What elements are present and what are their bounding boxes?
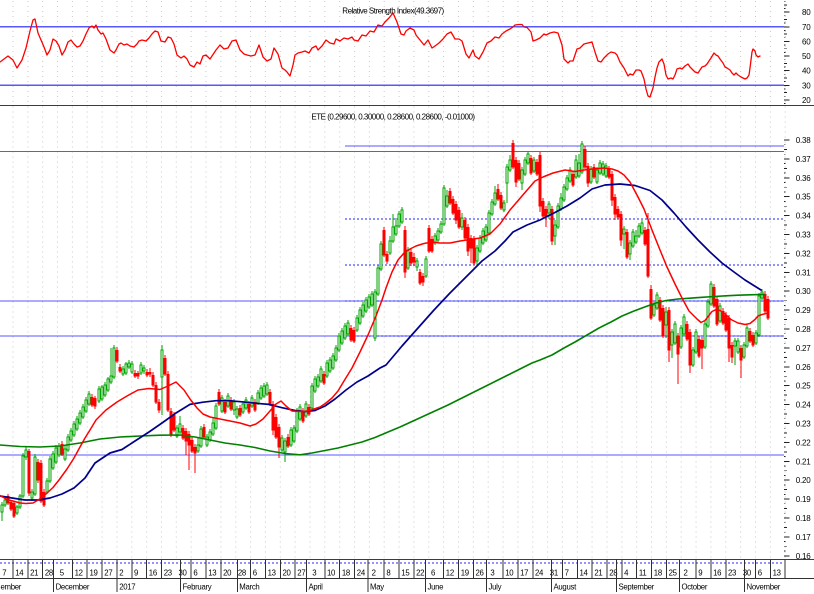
svg-text:0.23: 0.23 <box>796 420 812 429</box>
svg-text:9: 9 <box>698 569 702 578</box>
svg-text:50: 50 <box>802 52 811 61</box>
svg-text:28: 28 <box>45 569 53 578</box>
svg-text:0.27: 0.27 <box>796 344 812 353</box>
svg-text:21: 21 <box>30 569 38 578</box>
svg-text:April: April <box>309 583 324 592</box>
svg-text:11: 11 <box>639 569 647 578</box>
svg-text:4: 4 <box>624 569 629 578</box>
svg-text:2: 2 <box>372 569 376 578</box>
svg-text:13: 13 <box>208 569 216 578</box>
svg-text:0.32: 0.32 <box>796 249 812 258</box>
svg-text:8: 8 <box>386 569 390 578</box>
svg-text:23: 23 <box>164 569 172 578</box>
svg-text:0.16: 0.16 <box>796 552 812 561</box>
svg-text:0.24: 0.24 <box>796 401 812 410</box>
svg-text:16: 16 <box>713 569 721 578</box>
svg-text:0.36: 0.36 <box>796 174 812 183</box>
svg-text:18: 18 <box>654 569 662 578</box>
svg-text:0.29: 0.29 <box>796 306 812 315</box>
svg-text:3: 3 <box>312 569 316 578</box>
svg-text:10: 10 <box>327 569 336 578</box>
svg-text:6: 6 <box>193 569 197 578</box>
svg-text:6: 6 <box>758 569 762 578</box>
svg-text:7: 7 <box>565 569 569 578</box>
svg-text:ember: ember <box>1 583 22 592</box>
svg-text:0.33: 0.33 <box>796 231 812 240</box>
svg-text:26: 26 <box>476 569 484 578</box>
svg-text:0.17: 0.17 <box>796 533 812 542</box>
svg-text:12: 12 <box>446 569 454 578</box>
svg-text:10: 10 <box>505 569 514 578</box>
svg-text:30: 30 <box>802 81 811 90</box>
svg-text:June: June <box>428 583 444 592</box>
svg-text:12: 12 <box>75 569 83 578</box>
svg-text:20: 20 <box>223 569 232 578</box>
svg-text:0.28: 0.28 <box>796 325 812 334</box>
svg-text:2: 2 <box>119 569 123 578</box>
svg-text:13: 13 <box>268 569 276 578</box>
svg-text:14: 14 <box>580 569 589 578</box>
svg-text:20: 20 <box>283 569 292 578</box>
svg-text:13: 13 <box>773 569 781 578</box>
svg-text:30: 30 <box>179 569 188 578</box>
svg-text:3: 3 <box>490 569 494 578</box>
svg-text:31: 31 <box>550 569 558 578</box>
svg-text:0.35: 0.35 <box>796 193 812 202</box>
svg-text:Relative Strength Index(49.369: Relative Strength Index(49.3697) <box>342 7 444 16</box>
svg-text:0.21: 0.21 <box>796 457 812 466</box>
svg-text:October: October <box>682 583 708 592</box>
svg-text:0.22: 0.22 <box>796 438 812 447</box>
svg-text:28: 28 <box>238 569 246 578</box>
svg-text:19: 19 <box>461 569 469 578</box>
svg-text:ETE (0.29600, 0.30000, 0.28600: ETE (0.29600, 0.30000, 0.28600, 0.28600,… <box>311 113 475 122</box>
svg-text:70: 70 <box>802 23 811 32</box>
svg-text:0.38: 0.38 <box>796 136 812 145</box>
svg-text:February: February <box>183 583 212 592</box>
svg-text:2: 2 <box>684 569 688 578</box>
svg-text:15: 15 <box>401 569 410 578</box>
svg-text:60: 60 <box>802 37 811 46</box>
svg-text:40: 40 <box>802 67 811 76</box>
svg-text:0.19: 0.19 <box>796 495 812 504</box>
svg-text:0.34: 0.34 <box>796 212 812 221</box>
svg-text:14: 14 <box>15 569 24 578</box>
svg-text:0.31: 0.31 <box>796 268 812 277</box>
svg-text:20: 20 <box>802 96 811 105</box>
svg-text:December: December <box>56 583 90 592</box>
svg-text:0.37: 0.37 <box>796 155 812 164</box>
svg-text:May: May <box>370 583 384 592</box>
svg-text:17: 17 <box>520 569 528 578</box>
svg-text:July: July <box>489 583 502 592</box>
svg-text:27: 27 <box>104 569 112 578</box>
svg-text:0.25: 0.25 <box>796 382 812 391</box>
svg-text:0.30: 0.30 <box>796 287 812 296</box>
svg-text:0.20: 0.20 <box>796 476 812 485</box>
svg-text:24: 24 <box>535 569 544 578</box>
svg-text:7: 7 <box>2 569 6 578</box>
svg-text:November: November <box>747 583 781 592</box>
svg-text:2017: 2017 <box>119 583 135 592</box>
svg-text:16: 16 <box>149 569 157 578</box>
svg-text:27: 27 <box>297 569 305 578</box>
svg-text:5: 5 <box>60 569 65 578</box>
svg-text:6: 6 <box>253 569 257 578</box>
svg-text:9: 9 <box>134 569 138 578</box>
svg-text:80: 80 <box>802 8 811 17</box>
svg-text:28: 28 <box>609 569 617 578</box>
svg-text:19: 19 <box>90 569 98 578</box>
svg-text:18: 18 <box>342 569 350 578</box>
svg-text:6: 6 <box>431 569 435 578</box>
svg-text:August: August <box>554 583 578 592</box>
svg-text:22: 22 <box>416 569 424 578</box>
svg-text:0.18: 0.18 <box>796 514 812 523</box>
svg-text:30: 30 <box>743 569 752 578</box>
svg-text:March: March <box>239 583 259 592</box>
svg-text:23: 23 <box>728 569 736 578</box>
svg-text:24: 24 <box>357 569 366 578</box>
svg-text:21: 21 <box>594 569 602 578</box>
svg-text:0.26: 0.26 <box>796 363 812 372</box>
svg-text:September: September <box>619 583 655 592</box>
svg-text:25: 25 <box>669 569 678 578</box>
